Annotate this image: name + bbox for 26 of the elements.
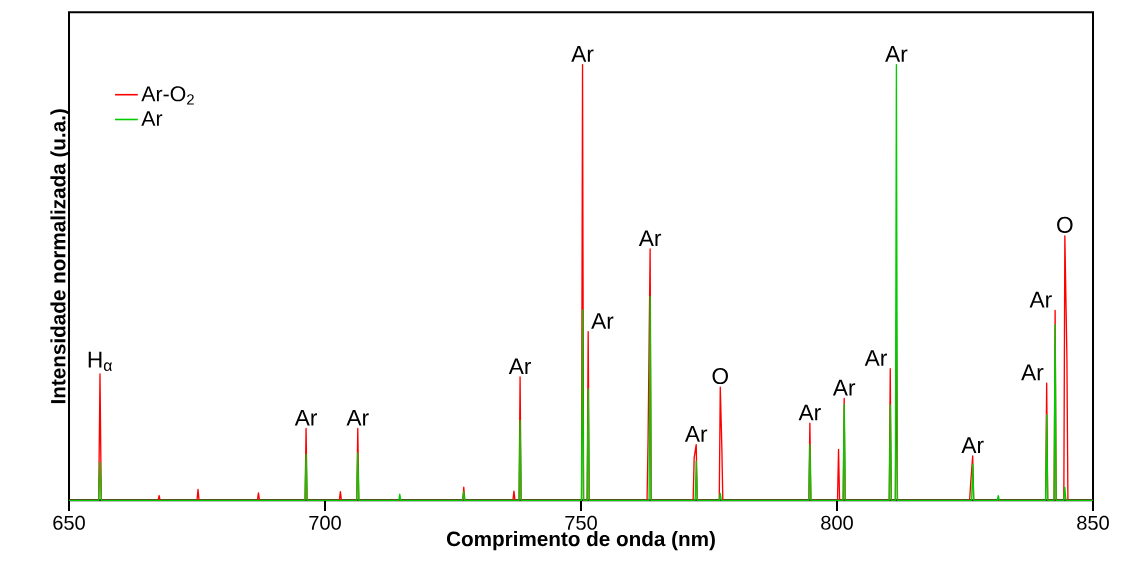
x-axis-title: Comprimento de onda (nm)	[446, 531, 715, 551]
annotation: Ar	[864, 350, 887, 366]
annotation: Ar	[508, 358, 532, 375]
annotation: O	[712, 368, 728, 385]
y-axis-title: Intensidade normalizada (u.a.)	[50, 109, 70, 404]
annotation: Ar	[798, 404, 821, 421]
annotation: Ar	[684, 426, 708, 442]
annotation: Ar	[1021, 364, 1044, 381]
x-tick-label: 850	[1077, 515, 1109, 530]
annotation: Ar	[591, 313, 614, 329]
annotation: Ar	[885, 46, 908, 62]
annotation: Ar	[1029, 291, 1052, 308]
x-tick-label: 750	[565, 515, 597, 530]
annotation: Ar	[294, 409, 318, 426]
annotation: Ar	[638, 230, 662, 246]
legend-label: Ar-O$_{2}$	[141, 86, 194, 105]
annotation: Ar	[961, 437, 984, 453]
annotation: Ar	[346, 409, 369, 426]
x-tick-label: 650	[53, 515, 85, 530]
annotation: H$_{α}$	[88, 351, 112, 372]
x-tick-label: 700	[309, 515, 341, 530]
annotation: O	[1057, 216, 1073, 233]
legend-label: Ar	[141, 111, 163, 126]
annotation: Ar	[571, 46, 594, 62]
annotation: Ar	[832, 379, 856, 396]
x-tick-label: 800	[821, 515, 853, 530]
